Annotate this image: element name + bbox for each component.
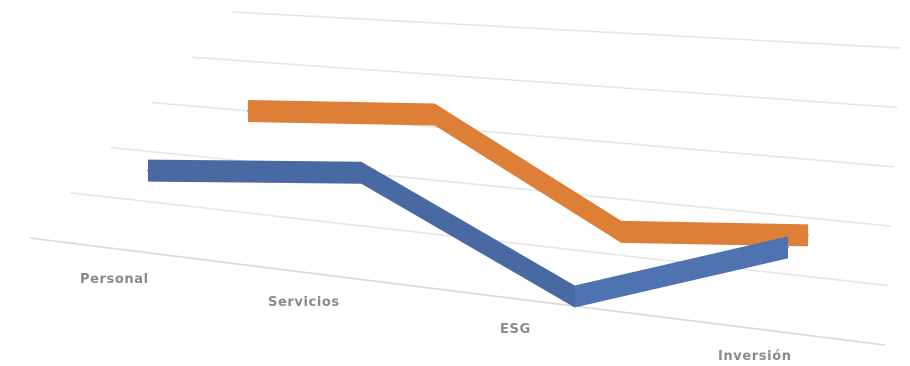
data-point bbox=[147, 169, 149, 172]
data-point bbox=[573, 295, 576, 298]
x-tick-label: Inversión bbox=[718, 349, 792, 364]
series-ribbon-shade bbox=[148, 159, 362, 184]
data-point bbox=[360, 171, 363, 174]
data-point bbox=[620, 230, 623, 233]
x-tick-label: ESG bbox=[500, 322, 531, 337]
series-ribbon-2 bbox=[248, 100, 808, 247]
grid-line bbox=[231, 11, 901, 49]
category-labels: Personal Servicios ESG Inversión bbox=[80, 272, 792, 364]
data-point bbox=[787, 246, 789, 249]
data-point bbox=[807, 234, 809, 237]
series-ribbon-shade bbox=[621, 220, 808, 247]
series-ribbon-shade bbox=[248, 100, 435, 126]
data-point bbox=[433, 113, 436, 116]
x-tick-label: Servicios bbox=[268, 295, 340, 310]
series-ribbon-shade bbox=[361, 161, 575, 308]
floor-edge-line bbox=[29, 237, 886, 346]
x-tick-label: Personal bbox=[80, 272, 149, 287]
series-ribbon-1 bbox=[148, 159, 788, 308]
series-ribbon-shade bbox=[434, 103, 622, 243]
series-ribbons bbox=[147, 100, 809, 308]
data-point bbox=[247, 110, 249, 112]
grid-line bbox=[191, 56, 898, 109]
